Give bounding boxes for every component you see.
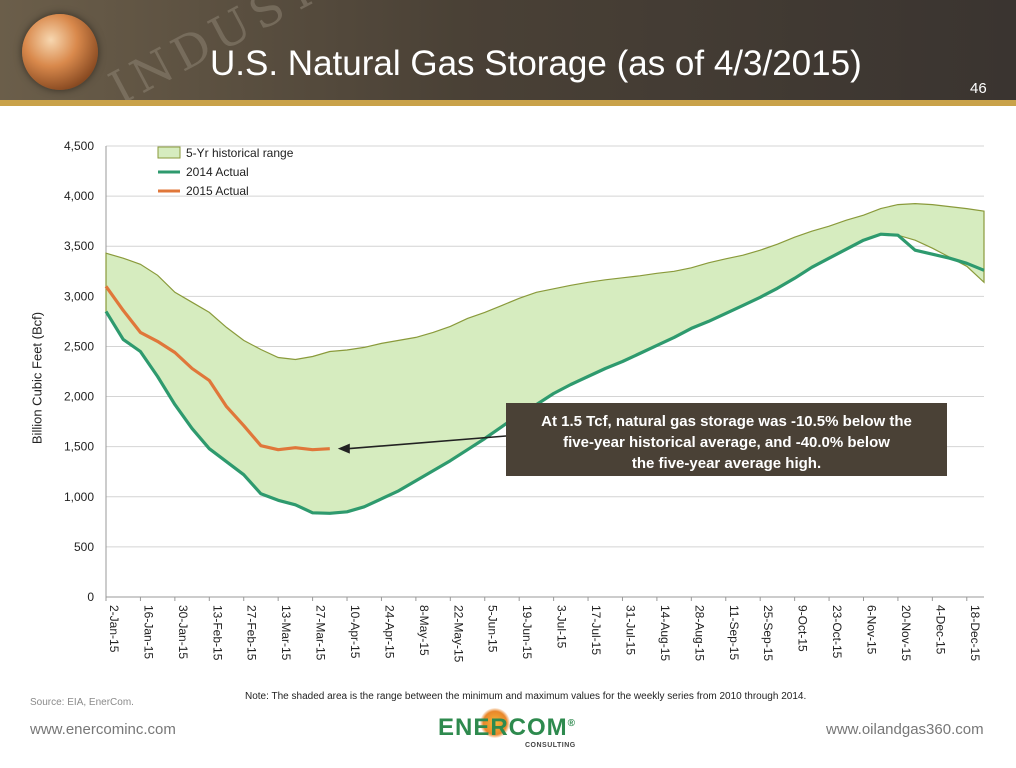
y-tick-label: 500 [74, 540, 94, 554]
page-number: 46 [970, 80, 987, 97]
callout-text-line: the five-year average high. [632, 455, 821, 472]
x-tick-label: 31-Jul-15 [623, 605, 637, 655]
x-tick-label: 22-May-15 [451, 605, 465, 663]
x-tick-label: 6-Nov-15 [864, 605, 878, 655]
y-tick-label: 4,000 [64, 189, 94, 203]
x-tick-label: 2-Jan-15 [107, 605, 121, 653]
sun-icon [480, 708, 510, 738]
y-tick-label: 1,500 [64, 440, 94, 454]
y-tick-label: 3,000 [64, 289, 94, 303]
shaded-area-note: Note: The shaded area is the range betwe… [245, 691, 807, 702]
callout-arrow-line [347, 435, 507, 450]
x-tick-label: 27-Mar-15 [314, 605, 328, 661]
x-tick-label: 4-Dec-15 [933, 605, 947, 655]
y-axis-title: Billion Cubic Feet (Bcf) [29, 311, 45, 445]
enercom-logo: ENERCOM® CONSULTING [438, 708, 588, 756]
x-tick-label: 24-Apr-15 [382, 605, 396, 659]
x-tick-label: 10-Apr-15 [348, 605, 362, 659]
x-tick-label: 5-Jun-15 [486, 605, 500, 653]
x-tick-label: 13-Feb-15 [210, 605, 224, 661]
y-tick-label: 4,500 [64, 139, 94, 153]
x-tick-label: 23-Oct-15 [830, 605, 844, 659]
x-tick-label: 9-Oct-15 [796, 605, 810, 652]
logo-subtitle: CONSULTING [525, 742, 576, 749]
legend-label: 2015 Actual [186, 184, 249, 198]
x-tick-label: 13-Mar-15 [279, 605, 293, 661]
series-2015-actual-line [104, 285, 330, 452]
header-banner: INDUSTRY U.S. Natural Gas Storage (as of… [0, 0, 1016, 106]
series-2014-actual-line [104, 232, 985, 515]
x-tick-label: 8-May-15 [417, 605, 431, 656]
y-tick-label: 0 [87, 590, 94, 604]
x-tick-label: 14-Aug-15 [658, 605, 672, 661]
globe-icon [22, 14, 98, 90]
x-tick-label: 28-Aug-15 [692, 605, 706, 661]
x-tick-label: 25-Sep-15 [761, 605, 775, 661]
logo-text: ENERCOM® [438, 714, 577, 741]
x-tick-label: 19-Jun-15 [520, 605, 534, 659]
x-tick-label: 3-Jul-15 [555, 605, 569, 649]
legend-label: 2014 Actual [186, 165, 249, 179]
y-tick-label: 3,500 [64, 239, 94, 253]
y-tick-label: 2,000 [64, 390, 94, 404]
callout-box [506, 403, 947, 476]
x-tick-label: 20-Nov-15 [899, 605, 913, 661]
y-tick-label: 2,500 [64, 339, 94, 353]
callout-arrow-head [337, 443, 350, 454]
x-tick-label: 18-Dec-15 [968, 605, 982, 661]
storage-chart: 0 500 1,000 1,500 2,000 2,500 3,000 3,500 4,000 4… [64, 139, 985, 663]
legend-swatch-range [157, 146, 181, 159]
x-tick-label: 16-Jan-15 [141, 605, 155, 659]
x-tick-label: 11-Sep-15 [727, 605, 741, 660]
x-tick-label: 27-Feb-15 [245, 605, 259, 661]
callout-text-line: five-year historical average, and -40.0%… [563, 434, 890, 451]
callout-text-line: At 1.5 Tcf, natural gas storage was -10.… [541, 413, 912, 430]
page-title: U.S. Natural Gas Storage (as of 4/3/2015… [210, 44, 862, 83]
legend-label: 5-Yr historical range [186, 146, 294, 160]
header-accent-stripe [0, 100, 1016, 106]
y-tick-label: 1,000 [64, 490, 94, 504]
x-tick-label: 17-Jul-15 [589, 605, 603, 655]
source-note: Source: EIA, EnerCom. [30, 697, 134, 708]
enercom-url-link[interactable]: www.enercominc.com [30, 721, 176, 738]
x-tick-label: 30-Jan-15 [176, 605, 190, 659]
oilandgas360-url-link[interactable]: www.oilandgas360.com [826, 721, 984, 738]
